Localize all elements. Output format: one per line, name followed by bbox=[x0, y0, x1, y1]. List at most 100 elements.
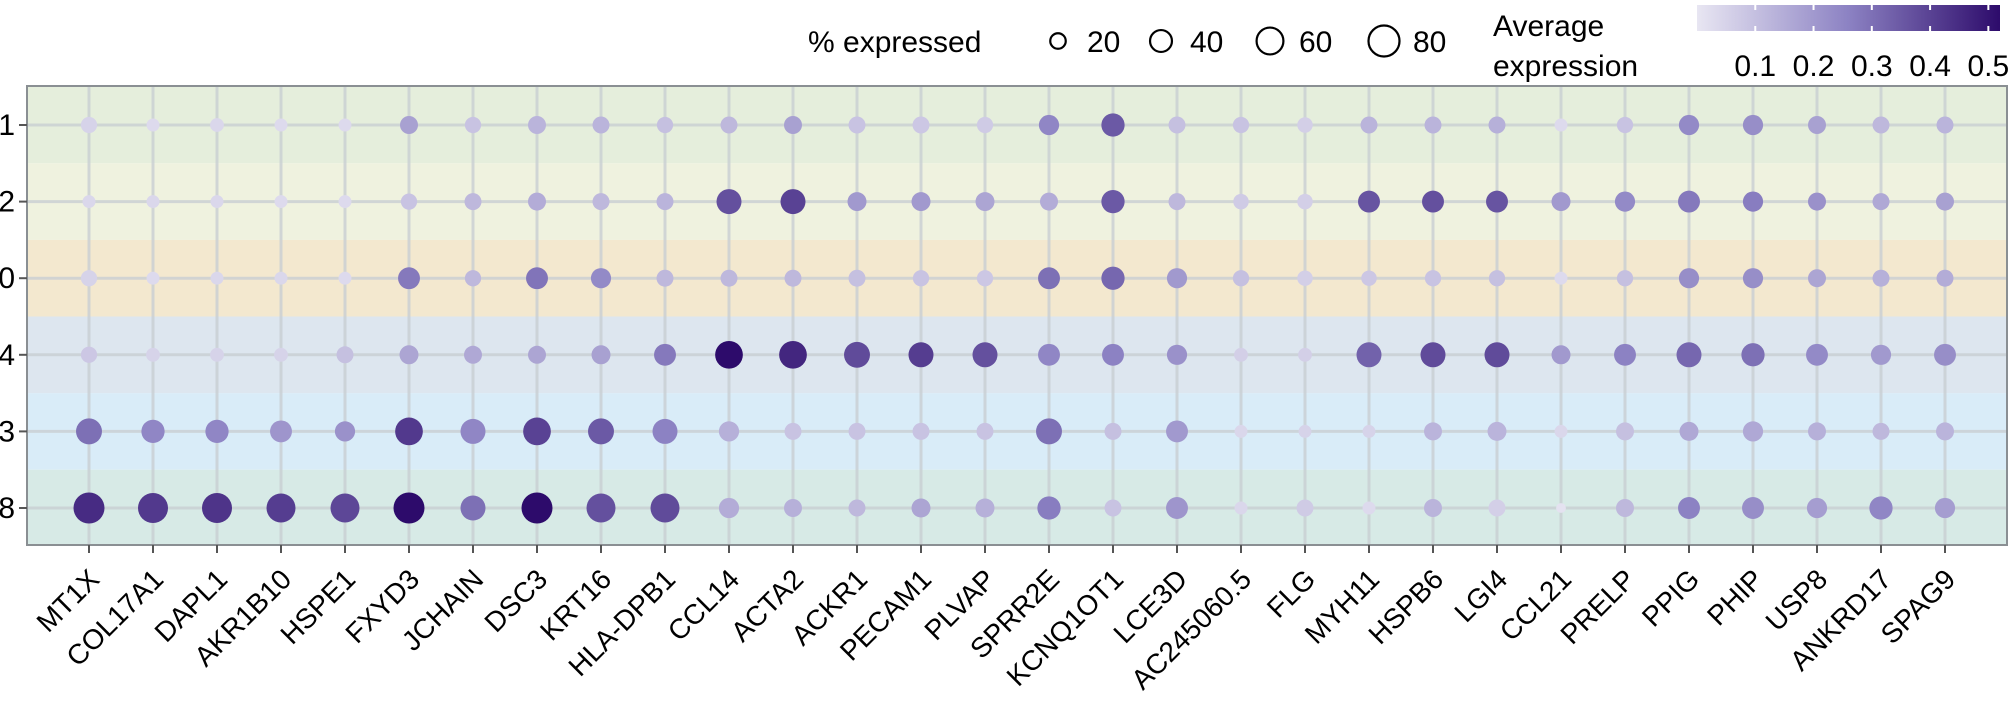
dot-ACTA2-cluster-8 bbox=[784, 499, 802, 517]
dot-ACTA2-cluster-0 bbox=[784, 269, 802, 287]
color-tick-label: 0.3 bbox=[1851, 50, 1893, 83]
dot-USP8-cluster-4 bbox=[1806, 343, 1828, 366]
color-legend-title-line2: expression bbox=[1493, 50, 1638, 83]
dot-HSPB6-cluster-8 bbox=[1424, 499, 1442, 517]
dot-SPRR2E-cluster-3 bbox=[1036, 418, 1062, 445]
dot-SPRR2E-cluster-2 bbox=[1040, 192, 1058, 211]
dot-HLA-DPB1-cluster-4 bbox=[654, 343, 676, 366]
dot-USP8-cluster-2 bbox=[1808, 192, 1826, 211]
y-axis: 1 2 0 4 3 8 bbox=[0, 109, 27, 525]
size-legend: % expressed 20 40 60 80 bbox=[808, 24, 1446, 59]
panel-border bbox=[26, 85, 2008, 546]
dot-ANKRD17-cluster-2 bbox=[1872, 193, 1890, 211]
dot-FLG-cluster-4 bbox=[1298, 347, 1312, 362]
dot-KRT16-cluster-2 bbox=[592, 193, 610, 211]
dot-KRT16-cluster-8 bbox=[586, 493, 616, 523]
color-bar bbox=[1697, 5, 2000, 31]
dot-HLA-DPB1-cluster-8 bbox=[650, 493, 680, 523]
dot-ACKR1-cluster-2 bbox=[847, 192, 867, 212]
color-tick-label: 0.5 bbox=[1967, 50, 2009, 83]
dot-FXYD3-cluster-1 bbox=[400, 116, 418, 134]
dot-ACTA2-cluster-2 bbox=[780, 189, 806, 215]
dot-AC245060.5-cluster-8 bbox=[1234, 501, 1248, 515]
y-tick-label: 3 bbox=[0, 415, 15, 448]
dot-AC245060.5-cluster-2 bbox=[1233, 193, 1249, 210]
dot-DAPL1-cluster-2 bbox=[210, 195, 224, 209]
dot-PPIG-cluster-2 bbox=[1678, 190, 1700, 213]
dot-PLVAP-cluster-8 bbox=[975, 498, 995, 518]
dot-COL17A1-cluster-0 bbox=[146, 271, 160, 285]
y-tick-label: 0 bbox=[0, 262, 15, 295]
size-legend-label: 40 bbox=[1190, 26, 1223, 59]
dot-FXYD3-cluster-2 bbox=[400, 193, 418, 210]
dot-JCHAIN-cluster-0 bbox=[464, 270, 482, 287]
dot-PPIG-cluster-4 bbox=[1676, 342, 1702, 368]
y-tick-label: 4 bbox=[0, 339, 15, 372]
size-legend-circle bbox=[1255, 26, 1285, 56]
dot-SPAG9-cluster-0 bbox=[1936, 269, 1954, 287]
dot-DSC3-cluster-4 bbox=[528, 345, 546, 364]
dot-LGI4-cluster-3 bbox=[1487, 421, 1507, 441]
dot-SPAG9-cluster-1 bbox=[1936, 116, 1954, 134]
dot-HSPE1-cluster-4 bbox=[336, 346, 354, 364]
dot-MYH11-cluster-0 bbox=[1361, 270, 1377, 286]
dot-DAPL1-cluster-8 bbox=[201, 492, 233, 524]
dot-AKR1B10-cluster-1 bbox=[274, 118, 288, 132]
color-tick-label: 0.4 bbox=[1909, 50, 1951, 83]
dot-SPAG9-cluster-3 bbox=[1936, 422, 1954, 441]
dot-PLVAP-cluster-2 bbox=[975, 192, 995, 212]
dot-FLG-cluster-8 bbox=[1296, 499, 1314, 517]
dot-COL17A1-cluster-3 bbox=[141, 419, 165, 444]
dot-PLVAP-cluster-4 bbox=[972, 342, 998, 368]
dot-PRELP-cluster-8 bbox=[1616, 499, 1634, 517]
dot-DSC3-cluster-2 bbox=[528, 192, 546, 211]
dot-JCHAIN-cluster-8 bbox=[460, 495, 486, 521]
dot-COL17A1-cluster-1 bbox=[146, 118, 160, 132]
dot-LCE3D-cluster-8 bbox=[1166, 497, 1188, 519]
dot-FLG-cluster-0 bbox=[1297, 270, 1313, 286]
dot-KCNQ1OT1-cluster-3 bbox=[1104, 422, 1122, 440]
dot-PECAM1-cluster-3 bbox=[912, 422, 930, 440]
dot-CCL14-cluster-8 bbox=[718, 497, 740, 519]
dot-DAPL1-cluster-4 bbox=[210, 347, 224, 362]
dot-KRT16-cluster-4 bbox=[591, 345, 611, 365]
dot-CCL14-cluster-2 bbox=[716, 189, 742, 215]
grid-lines bbox=[27, 86, 2007, 545]
dot-PPIG-cluster-1 bbox=[1678, 114, 1700, 136]
dot-SPRR2E-cluster-1 bbox=[1038, 114, 1060, 136]
dots bbox=[73, 113, 1956, 524]
dot-USP8-cluster-8 bbox=[1806, 497, 1828, 519]
dot-PLVAP-cluster-1 bbox=[976, 116, 994, 134]
dot-LGI4-cluster-2 bbox=[1486, 190, 1508, 213]
y-tick-label: 2 bbox=[0, 186, 15, 219]
dot-FLG-cluster-1 bbox=[1297, 117, 1313, 133]
dot-COL17A1-cluster-4 bbox=[146, 347, 160, 362]
dot-PPIG-cluster-8 bbox=[1678, 497, 1700, 519]
dot-CCL21-cluster-2 bbox=[1551, 192, 1571, 212]
x-axis: MT1XCOL17A1DAPL1AKR1B10HSPE1FXYD3JCHAIND… bbox=[31, 545, 1961, 695]
dot-SPRR2E-cluster-8 bbox=[1037, 496, 1061, 520]
dot-AC245060.5-cluster-1 bbox=[1232, 116, 1250, 134]
dot-ACTA2-cluster-3 bbox=[784, 422, 802, 440]
dot-PECAM1-cluster-1 bbox=[912, 116, 930, 134]
dot-PECAM1-cluster-2 bbox=[911, 192, 931, 212]
dot-CCL21-cluster-8 bbox=[1556, 503, 1566, 513]
dot-AKR1B10-cluster-4 bbox=[274, 347, 288, 362]
dot-CCL21-cluster-4 bbox=[1551, 345, 1571, 365]
dot-FLG-cluster-3 bbox=[1298, 424, 1312, 438]
dot-COL17A1-cluster-2 bbox=[146, 195, 160, 209]
dot-AKR1B10-cluster-2 bbox=[274, 195, 288, 209]
dot-LCE3D-cluster-2 bbox=[1168, 193, 1186, 211]
dot-JCHAIN-cluster-4 bbox=[464, 345, 482, 364]
dot-LCE3D-cluster-4 bbox=[1166, 344, 1188, 365]
cluster-bands bbox=[27, 86, 2007, 545]
size-legend-title: % expressed bbox=[808, 26, 981, 59]
size-legend-label: 60 bbox=[1299, 26, 1332, 59]
dot-HSPE1-cluster-8 bbox=[330, 493, 360, 523]
size-legend-circle bbox=[1148, 28, 1174, 54]
dot-SPAG9-cluster-8 bbox=[1934, 497, 1956, 519]
dot-COL17A1-cluster-8 bbox=[137, 492, 169, 524]
dot-PHIP-cluster-2 bbox=[1742, 191, 1764, 212]
